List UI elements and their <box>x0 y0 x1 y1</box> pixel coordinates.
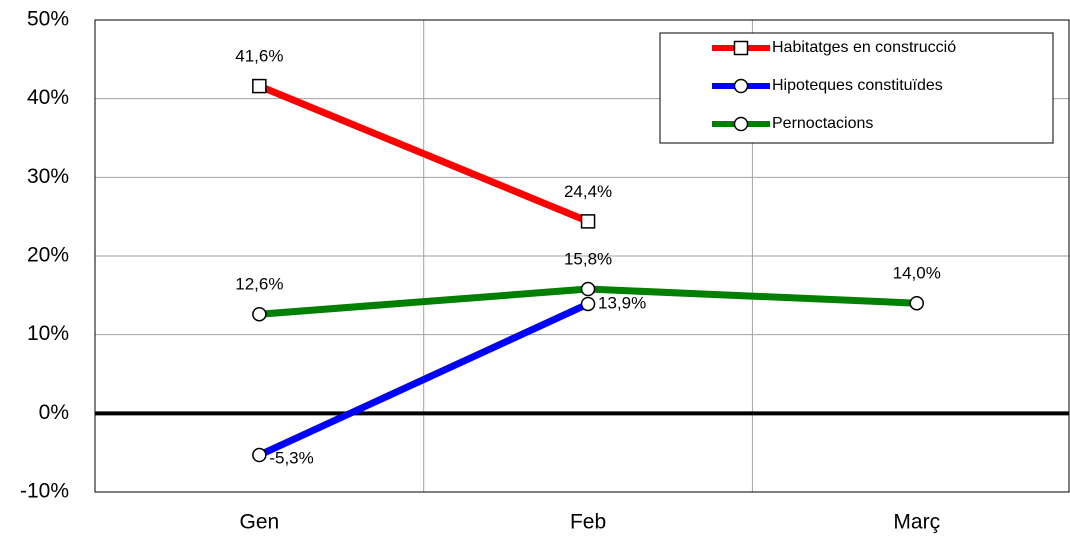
data-label: 13,9% <box>598 293 646 312</box>
y-tick-label: 30% <box>27 165 69 188</box>
marker <box>733 40 749 56</box>
marker <box>580 296 596 312</box>
series-line <box>257 300 590 459</box>
marker <box>733 116 749 132</box>
y-tick-label: -10% <box>20 480 69 503</box>
marker <box>580 281 596 297</box>
plot-frame <box>94 19 1070 493</box>
marker <box>733 78 749 94</box>
marker <box>252 78 267 94</box>
data-label: 41,6% <box>235 47 283 66</box>
y-tick-label: 20% <box>27 244 69 267</box>
data-label: 14,0% <box>893 264 941 283</box>
y-tick-label: 40% <box>27 86 69 109</box>
data-label: 24,4% <box>564 182 612 201</box>
x-tick-label: Feb <box>570 511 606 534</box>
y-tick-label: 50% <box>27 8 69 31</box>
marker <box>909 295 924 311</box>
x-tick-label: Març <box>893 511 940 534</box>
data-label: 15,8% <box>564 250 612 269</box>
x-tick-label: Gen <box>239 511 279 534</box>
legend-label: Habitatges en construcció <box>772 39 956 56</box>
series-line <box>258 82 590 225</box>
y-tick-label: 0% <box>39 401 69 424</box>
data-label: -5,3% <box>269 449 313 468</box>
marker <box>580 214 596 229</box>
marker <box>252 447 267 463</box>
marker <box>252 306 267 322</box>
data-label: 12,6% <box>235 275 283 294</box>
y-tick-label: 10% <box>27 322 69 345</box>
legend-label: Hipoteques constituïdes <box>772 77 943 94</box>
legend-label: Pernoctacions <box>772 115 873 132</box>
